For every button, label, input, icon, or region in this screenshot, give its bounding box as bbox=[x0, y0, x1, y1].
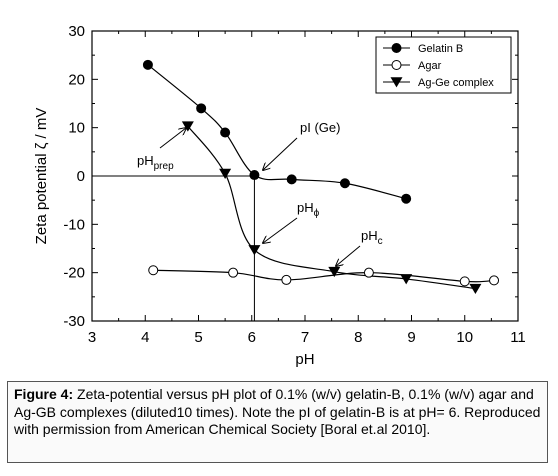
data-point bbox=[400, 274, 413, 285]
data-point bbox=[469, 283, 482, 295]
y-tick-label: -20 bbox=[63, 265, 85, 282]
caption-text: Zeta-potential versus pH plot of 0.1% (w… bbox=[14, 386, 541, 437]
data-point bbox=[248, 245, 261, 256]
data-point bbox=[142, 59, 153, 70]
data-point bbox=[249, 170, 260, 181]
series-line-2 bbox=[187, 125, 476, 290]
axis-tick-labels: 3 4 5 6 7 8 9 10 11 30 20 10 0 -10 -20 -30 bbox=[63, 23, 525, 346]
legend-marker bbox=[391, 43, 402, 53]
legend-label: Gelatin B bbox=[418, 43, 463, 55]
ph-prep-base: pH bbox=[137, 153, 154, 168]
caption-label: Figure 4: bbox=[14, 386, 74, 402]
series-line-0 bbox=[147, 64, 407, 200]
x-tick-label: 3 bbox=[88, 329, 96, 346]
x-tick-label: 5 bbox=[194, 329, 202, 346]
data-point bbox=[339, 178, 350, 189]
data-point bbox=[401, 193, 412, 204]
y-tick-label: 20 bbox=[68, 71, 85, 88]
data-point bbox=[281, 274, 292, 285]
x-tick-label: 7 bbox=[301, 329, 309, 346]
ph-phi-label: pHϕ bbox=[297, 200, 320, 219]
y-tick-label: 0 bbox=[77, 168, 85, 185]
x-tick-label: 10 bbox=[456, 329, 473, 346]
data-point bbox=[328, 266, 341, 278]
x-axis-title: pH bbox=[295, 351, 314, 368]
x-tick-label: 9 bbox=[407, 329, 415, 346]
y-tick-label: -30 bbox=[63, 313, 85, 330]
ph-phi-base: pH bbox=[297, 200, 314, 215]
y-axis-title: Zeta potential ζ / mV bbox=[33, 108, 50, 245]
pi-arrow bbox=[263, 137, 298, 170]
ph-c-sub: c bbox=[378, 236, 383, 247]
zeta-potential-chart: 3 4 5 6 7 8 9 10 11 30 20 10 0 -10 -20 -30 pH Zeta pote… bbox=[33, 23, 526, 368]
data-point bbox=[196, 103, 207, 114]
figure-caption: Figure 4: Zeta-potential versus pH plot … bbox=[7, 381, 548, 463]
series-points bbox=[142, 59, 500, 295]
series-lines bbox=[147, 64, 495, 290]
data-point bbox=[489, 275, 500, 286]
data-point bbox=[363, 267, 374, 278]
data-point bbox=[181, 121, 194, 132]
ph-prep-sub: prep bbox=[154, 161, 174, 172]
y-tick-label: -10 bbox=[63, 216, 85, 233]
ph-c-label: pHc bbox=[361, 228, 383, 247]
reference-lines bbox=[92, 175, 255, 321]
legend-marker bbox=[390, 77, 403, 88]
ph-prep-arrow bbox=[159, 128, 186, 149]
legend-label: Agar bbox=[418, 60, 442, 72]
annotations: pI (Ge) pHprep pHϕ pHc bbox=[137, 120, 383, 266]
data-point bbox=[148, 265, 159, 276]
x-tick-label: 4 bbox=[141, 329, 149, 346]
ph-phi-arrow bbox=[263, 217, 298, 243]
data-point bbox=[286, 174, 297, 185]
x-tick-label: 8 bbox=[354, 329, 362, 346]
pi-label: pI (Ge) bbox=[300, 120, 340, 135]
ph-c-base: pH bbox=[361, 228, 378, 243]
y-tick-label: 30 bbox=[68, 23, 85, 40]
data-point bbox=[228, 267, 239, 278]
legend: Gelatin B Agar Ag-Ge complex bbox=[375, 36, 512, 94]
data-point bbox=[459, 276, 470, 287]
y-tick-label: 10 bbox=[68, 120, 85, 137]
x-tick-label: 11 bbox=[510, 329, 526, 346]
ph-phi-sub: ϕ bbox=[314, 208, 320, 219]
data-point bbox=[219, 168, 232, 179]
legend-label: Ag-Ge complex bbox=[418, 77, 494, 89]
ph-c-arrow bbox=[336, 245, 361, 266]
series-line-1 bbox=[153, 269, 495, 283]
legend-marker bbox=[391, 60, 402, 70]
data-point bbox=[220, 127, 231, 138]
ph-prep-label: pHprep bbox=[137, 153, 174, 172]
x-tick-label: 6 bbox=[248, 329, 256, 346]
axis-ticks bbox=[91, 30, 519, 322]
